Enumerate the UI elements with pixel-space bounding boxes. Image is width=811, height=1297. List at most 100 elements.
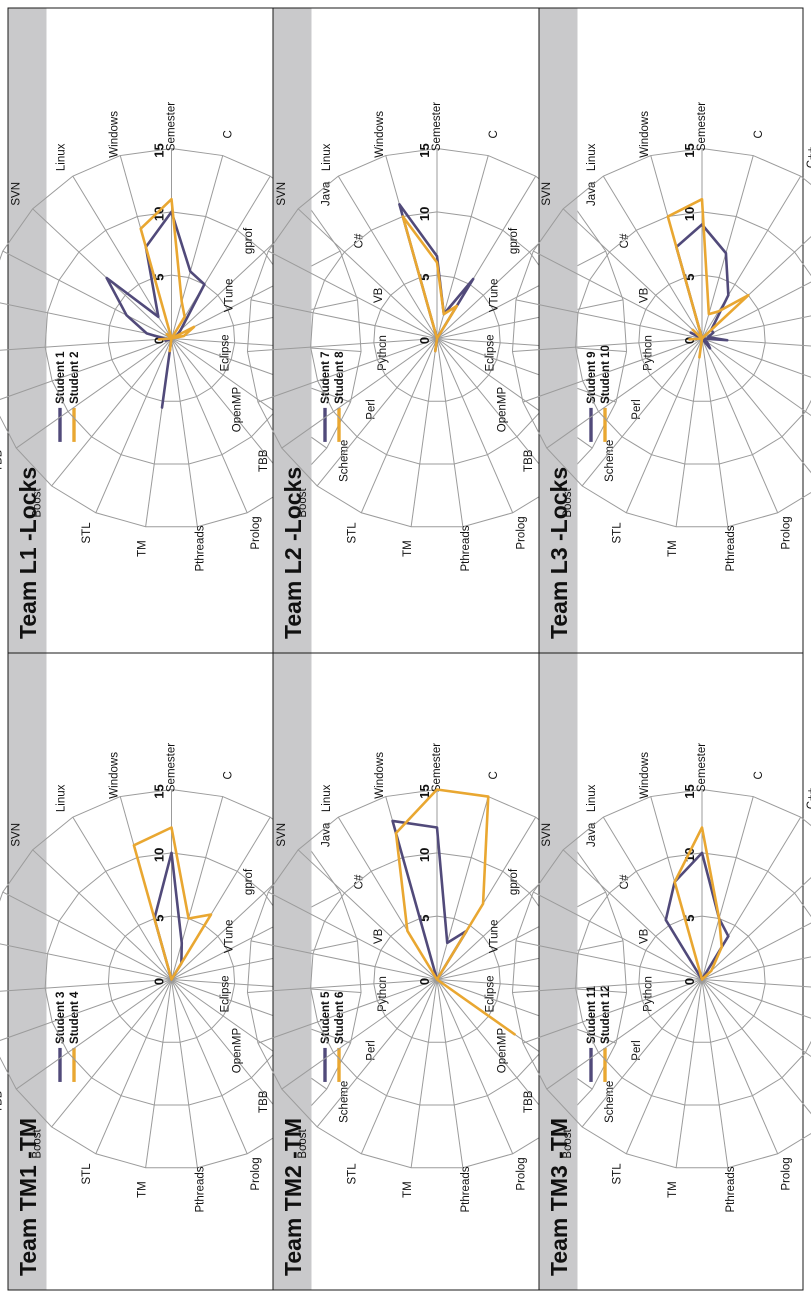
axis-label-scheme: Scheme <box>339 440 351 482</box>
series-line-student-6 <box>394 788 516 1036</box>
legend-item-1: Student 11 <box>586 985 598 1082</box>
title-band <box>539 653 578 1290</box>
legend-item-2: Student 12 <box>600 985 612 1082</box>
grid-spoke <box>95 979 172 1154</box>
grid-spoke <box>410 338 438 527</box>
grid-spoke <box>72 816 172 980</box>
axis-label-linux: Linux <box>586 784 598 812</box>
grid-spoke <box>250 940 438 980</box>
axis-label-linux: Linux <box>321 143 333 171</box>
grid-spoke <box>0 943 172 980</box>
axis-label-linux: Linux <box>586 143 598 171</box>
grid-spoke <box>701 155 754 339</box>
axis-label-prolog: Prolog <box>250 516 262 549</box>
grid-spoke <box>562 208 703 339</box>
axis-label-c: C <box>223 130 235 138</box>
axis-label-c: C <box>753 771 765 779</box>
axis-label-tbb: TBB <box>0 449 4 472</box>
axis-label-linux: Linux <box>55 784 67 812</box>
radial-tick-label: 10 <box>417 207 432 221</box>
radial-tick-label: 10 <box>417 848 432 862</box>
axis-label-boost: Boost <box>562 487 574 517</box>
radar-plot: SemesterCC++JavaC#VBPythonPerlSchemeLISP… <box>0 743 389 1213</box>
grid-spoke <box>171 979 362 993</box>
grid-spoke <box>701 979 811 988</box>
radial-tick-label: 0 <box>417 978 432 985</box>
series-line-student-4 <box>132 826 213 981</box>
grid-spoke <box>701 956 811 980</box>
axis-label-semester: Semester <box>166 743 178 792</box>
grid-spoke <box>171 338 198 527</box>
grid-spoke <box>15 338 172 449</box>
axis-label-prolog: Prolog <box>515 1157 527 1190</box>
grid-spoke <box>297 208 438 339</box>
grid-ring <box>638 274 766 402</box>
grid-spoke <box>701 338 811 417</box>
axis-label-boost: Boost <box>562 1128 574 1158</box>
grid-spoke <box>522 979 703 1044</box>
axis-label-semester: Semester <box>166 102 178 151</box>
axis-label-c: C <box>753 130 765 138</box>
title-band <box>8 653 47 1290</box>
grid-spoke <box>701 877 811 980</box>
radial-tick-label: 0 <box>152 978 167 985</box>
axis-label-tm: TM <box>667 1181 679 1198</box>
grid-spoke <box>171 940 358 980</box>
legend-label: Student 11 <box>586 985 598 1044</box>
panel-border <box>538 652 804 1291</box>
title-band <box>273 653 312 1290</box>
grid-spoke <box>701 796 754 980</box>
axis-label-perl: Perl <box>365 1040 377 1060</box>
grid-spoke <box>546 338 703 449</box>
title-band <box>8 8 47 653</box>
axis-label-scheme: Scheme <box>339 1081 351 1123</box>
grid-spoke <box>268 891 438 980</box>
axis-label-pthreads: Pthreads <box>460 1166 472 1212</box>
axis-label-c: C <box>488 771 500 779</box>
grid-spoke <box>316 338 438 487</box>
axis-label-svn: SVN <box>11 182 23 206</box>
grid-spoke <box>701 338 811 474</box>
radial-tick-label: 5 <box>417 274 432 281</box>
axis-label-semester: Semester <box>431 102 443 151</box>
legend-label: Student 4 <box>69 991 81 1044</box>
axis-label-tbb: TBB <box>523 1090 535 1113</box>
series-line-student-10 <box>666 197 750 359</box>
axis-label-tm: TM <box>402 540 414 557</box>
grid-spoke <box>701 175 802 339</box>
axis-label-boost: Boost <box>297 1128 309 1158</box>
chart-title: Team L2 -Locks <box>280 467 306 639</box>
grid-spoke <box>675 338 703 527</box>
axis-label-openmp: OpenMP <box>496 386 508 432</box>
grid-spoke <box>436 979 617 1044</box>
radar-plot: SemesterCC++JavaC#VBPythonPerlSchemeLISP… <box>485 102 811 572</box>
grid-spoke <box>247 338 438 352</box>
axis-label-windows: Windows <box>108 752 120 799</box>
grid-spoke <box>625 979 703 1154</box>
grid-spoke <box>436 796 489 980</box>
axis-label-openmp: OpenMP <box>496 1027 508 1073</box>
grid-spoke <box>436 979 464 1168</box>
grid-spoke <box>171 979 198 1168</box>
grid-spoke <box>250 299 438 339</box>
axis-label-python: Python <box>377 976 389 1012</box>
grid-spoke <box>281 338 438 449</box>
axis-label-pthreads: Pthreads <box>725 1166 737 1212</box>
legend-label: Student 6 <box>334 992 346 1044</box>
grid-spoke <box>0 979 172 992</box>
series-line-student-12 <box>673 826 724 981</box>
grid-spoke <box>145 979 172 1168</box>
grid-spoke <box>701 979 811 1058</box>
grid-ring <box>638 915 766 1043</box>
radial-tick-label: 5 <box>682 915 697 922</box>
axis-label-linux: Linux <box>321 784 333 812</box>
axis-label-stl: STL <box>81 1163 93 1185</box>
radial-tick-label: 5 <box>682 274 697 281</box>
grid-spoke <box>562 849 703 980</box>
grid-spoke <box>546 979 703 1090</box>
grid-spoke <box>171 338 362 352</box>
grid-spoke <box>360 979 438 1154</box>
grid-spoke <box>32 208 172 339</box>
axis-label-boost: Boost <box>32 487 44 517</box>
